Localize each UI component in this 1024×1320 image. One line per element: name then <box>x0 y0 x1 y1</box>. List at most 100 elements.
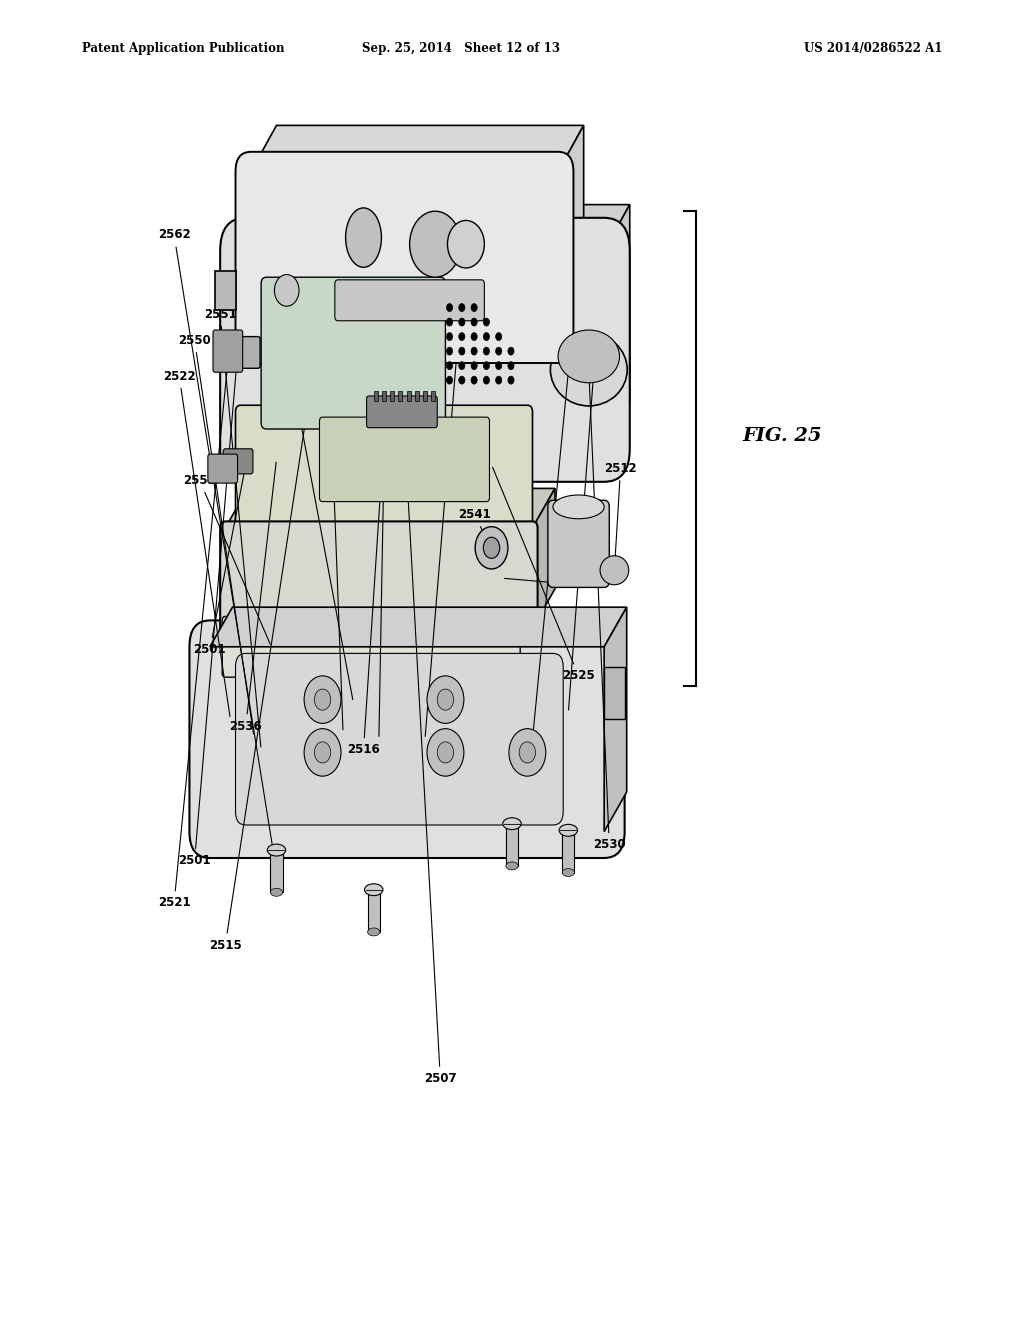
Ellipse shape <box>600 556 629 585</box>
Circle shape <box>509 729 546 776</box>
FancyBboxPatch shape <box>189 620 625 858</box>
Polygon shape <box>210 607 627 647</box>
Text: 2535: 2535 <box>505 578 595 591</box>
Polygon shape <box>532 488 555 628</box>
Text: 2552: 2552 <box>371 286 403 737</box>
FancyBboxPatch shape <box>223 449 253 474</box>
FancyBboxPatch shape <box>236 653 563 825</box>
Text: FIG. 25: FIG. 25 <box>742 426 822 445</box>
Circle shape <box>274 275 299 306</box>
Text: 2553: 2553 <box>425 275 479 737</box>
Circle shape <box>459 304 465 312</box>
Text: 2541: 2541 <box>458 508 490 545</box>
Bar <box>431 391 435 401</box>
Bar <box>562 830 574 873</box>
Ellipse shape <box>503 817 521 830</box>
Ellipse shape <box>551 334 627 407</box>
Circle shape <box>304 676 341 723</box>
Circle shape <box>471 318 477 326</box>
Circle shape <box>437 742 454 763</box>
Circle shape <box>471 304 477 312</box>
FancyBboxPatch shape <box>220 218 630 482</box>
Polygon shape <box>604 667 625 719</box>
Text: 2540: 2540 <box>568 363 610 710</box>
Circle shape <box>459 376 465 384</box>
Polygon shape <box>251 125 584 172</box>
Text: Sep. 25, 2014   Sheet 12 of 13: Sep. 25, 2014 Sheet 12 of 13 <box>361 42 560 55</box>
Ellipse shape <box>346 207 382 267</box>
FancyBboxPatch shape <box>261 277 445 429</box>
Polygon shape <box>551 370 627 393</box>
Circle shape <box>508 376 514 384</box>
Text: 2501: 2501 <box>178 356 238 867</box>
Circle shape <box>475 527 508 569</box>
Text: 2516: 2516 <box>347 441 384 756</box>
Circle shape <box>410 211 461 277</box>
Circle shape <box>459 333 465 341</box>
Circle shape <box>446 376 453 384</box>
FancyBboxPatch shape <box>213 330 243 372</box>
Circle shape <box>446 347 453 355</box>
FancyBboxPatch shape <box>222 616 520 677</box>
Ellipse shape <box>267 845 286 855</box>
FancyBboxPatch shape <box>548 500 609 587</box>
Polygon shape <box>246 205 630 251</box>
Circle shape <box>471 333 477 341</box>
Polygon shape <box>215 271 236 310</box>
Circle shape <box>459 318 465 326</box>
Circle shape <box>496 333 502 341</box>
Bar <box>374 391 378 401</box>
Ellipse shape <box>558 330 620 383</box>
Ellipse shape <box>270 888 283 896</box>
Circle shape <box>508 362 514 370</box>
Circle shape <box>483 376 489 384</box>
Circle shape <box>483 537 500 558</box>
Text: 2530: 2530 <box>589 372 626 851</box>
Polygon shape <box>241 379 546 412</box>
Text: 2525: 2525 <box>493 467 595 682</box>
Ellipse shape <box>365 884 383 895</box>
Text: 2501: 2501 <box>194 467 245 656</box>
FancyBboxPatch shape <box>220 521 538 635</box>
FancyBboxPatch shape <box>335 280 484 321</box>
Circle shape <box>446 333 453 341</box>
Bar <box>270 850 283 892</box>
Circle shape <box>459 347 465 355</box>
Circle shape <box>483 347 489 355</box>
Text: 2550: 2550 <box>178 334 254 734</box>
Text: 2564: 2564 <box>281 396 352 700</box>
Text: 2512: 2512 <box>604 462 637 568</box>
Circle shape <box>446 318 453 326</box>
Circle shape <box>304 729 341 776</box>
Bar <box>368 890 380 932</box>
Circle shape <box>496 376 502 384</box>
Text: Patent Application Publication: Patent Application Publication <box>82 42 285 55</box>
Ellipse shape <box>553 495 604 519</box>
Circle shape <box>427 729 464 776</box>
FancyBboxPatch shape <box>367 396 437 428</box>
Circle shape <box>508 347 514 355</box>
Text: 2554: 2554 <box>309 261 343 730</box>
Circle shape <box>446 304 453 312</box>
Text: 2536: 2536 <box>229 462 276 733</box>
Circle shape <box>459 362 465 370</box>
Circle shape <box>496 362 502 370</box>
Text: 2562: 2562 <box>158 228 276 869</box>
Circle shape <box>471 347 477 355</box>
Ellipse shape <box>562 869 574 876</box>
Circle shape <box>437 689 454 710</box>
FancyBboxPatch shape <box>208 454 238 483</box>
Ellipse shape <box>559 824 578 837</box>
Circle shape <box>519 742 536 763</box>
Text: 2551: 2551 <box>204 308 261 747</box>
Text: 2545: 2545 <box>532 334 588 737</box>
FancyBboxPatch shape <box>233 337 260 368</box>
Bar <box>415 391 419 401</box>
Bar <box>423 391 427 401</box>
FancyBboxPatch shape <box>236 152 573 363</box>
Ellipse shape <box>368 928 380 936</box>
Bar <box>407 391 411 401</box>
Bar <box>390 391 394 401</box>
Text: 2507: 2507 <box>394 251 457 1085</box>
Bar <box>398 391 402 401</box>
